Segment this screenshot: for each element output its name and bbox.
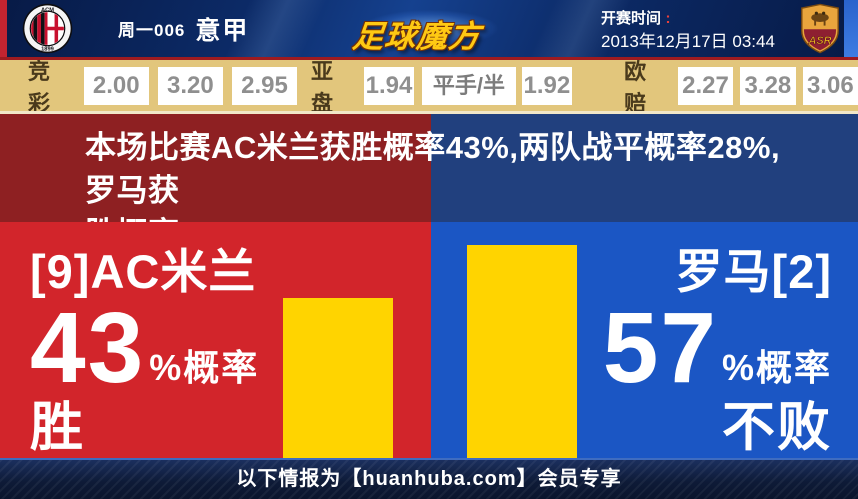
- yapan-odd-home: 1.94: [363, 66, 415, 105]
- kickoff-label: 开赛时间: [601, 10, 662, 27]
- away-stats: 罗马[2] 57 %概率 不败: [603, 246, 832, 458]
- summary-band-away-bg: [431, 114, 858, 222]
- oupei-odd-draw: 3.28: [740, 66, 796, 105]
- jingcai-label: 竞彩: [28, 58, 53, 116]
- yapan-label: 亚盘: [311, 58, 336, 116]
- away-team-name: 罗马[2]: [675, 245, 832, 298]
- home-probability-bar: [283, 298, 393, 458]
- home-probability-suffix: %概率: [149, 347, 260, 388]
- jingcai-odd-draw: 3.20: [157, 66, 223, 105]
- logo-glow: [320, 0, 540, 57]
- odds-bar: 竞彩 2.00 3.20 2.95 亚盘 1.94 平手/半球 1.92 欧赔 …: [0, 59, 858, 136]
- kickoff-datetime: 2013年12月17日 03:44: [601, 32, 775, 51]
- summary-line-1: 本场比赛AC米兰获胜概率43%,两队战平概率28%,罗马获: [85, 130, 781, 208]
- match-info: 周一006 意甲: [118, 0, 249, 57]
- footer-membership-notice: 以下情报为【huanhuba.com】会员专享: [236, 468, 622, 490]
- away-probability-suffix: %概率: [721, 347, 832, 388]
- kickoff-time-block: 开赛时间 : 2013年12月17日 03:44: [601, 7, 775, 53]
- kickoff-colon: :: [665, 10, 671, 27]
- footer-bar: 以下情报为【huanhuba.com】会员专享: [0, 458, 858, 499]
- header-left-red-stripe: [0, 0, 7, 57]
- ac-milan-crest-icon: ACM 1899: [22, 3, 73, 54]
- away-probability-bar: [467, 245, 577, 458]
- odds-divider: [0, 111, 858, 114]
- away-outcome-label: 不败: [722, 398, 832, 457]
- site-logo[interactable]: 足球魔方: [350, 19, 483, 54]
- header-right-blue-stripe: [844, 0, 858, 57]
- oupei-odd-away: 3.06: [802, 66, 858, 105]
- svg-text:ACM: ACM: [41, 7, 54, 13]
- oupei-label: 欧赔: [624, 58, 649, 116]
- svg-text:1899: 1899: [41, 47, 54, 53]
- away-probability-value: 57: [602, 292, 718, 404]
- home-team-name: [9]AC米兰: [30, 245, 257, 298]
- league-name: 意甲: [195, 16, 250, 45]
- jingcai-odd-home: 2.00: [83, 66, 149, 105]
- jingcai-odd-away: 2.95: [231, 66, 298, 105]
- svg-text:ASR: ASR: [807, 35, 831, 47]
- summary-band-home-bg: [0, 114, 431, 222]
- probability-summary-band: 本场比赛AC米兰获胜概率43%,两队战平概率28%,罗马获 胜概率29%。: [0, 114, 858, 251]
- probability-comparison: [9]AC米兰 43 %概率 胜 罗马[2] 57 %概率 不败: [0, 222, 858, 458]
- match-code: 周一006: [118, 21, 186, 40]
- home-stats: [9]AC米兰 43 %概率 胜: [30, 246, 259, 458]
- header-bar: ACM 1899 周一006 意甲 足球魔方 开赛时间 : 2013年12月17…: [0, 0, 858, 90]
- as-roma-crest-icon: ASR: [801, 3, 839, 54]
- oupei-odd-home: 2.27: [677, 66, 734, 105]
- yapan-odd-away: 1.92: [521, 66, 573, 105]
- yapan-handicap: 平手/半球: [422, 66, 516, 136]
- home-probability-value: 43: [30, 292, 146, 404]
- home-outcome-label: 胜: [30, 398, 85, 457]
- header-divider: [0, 57, 858, 60]
